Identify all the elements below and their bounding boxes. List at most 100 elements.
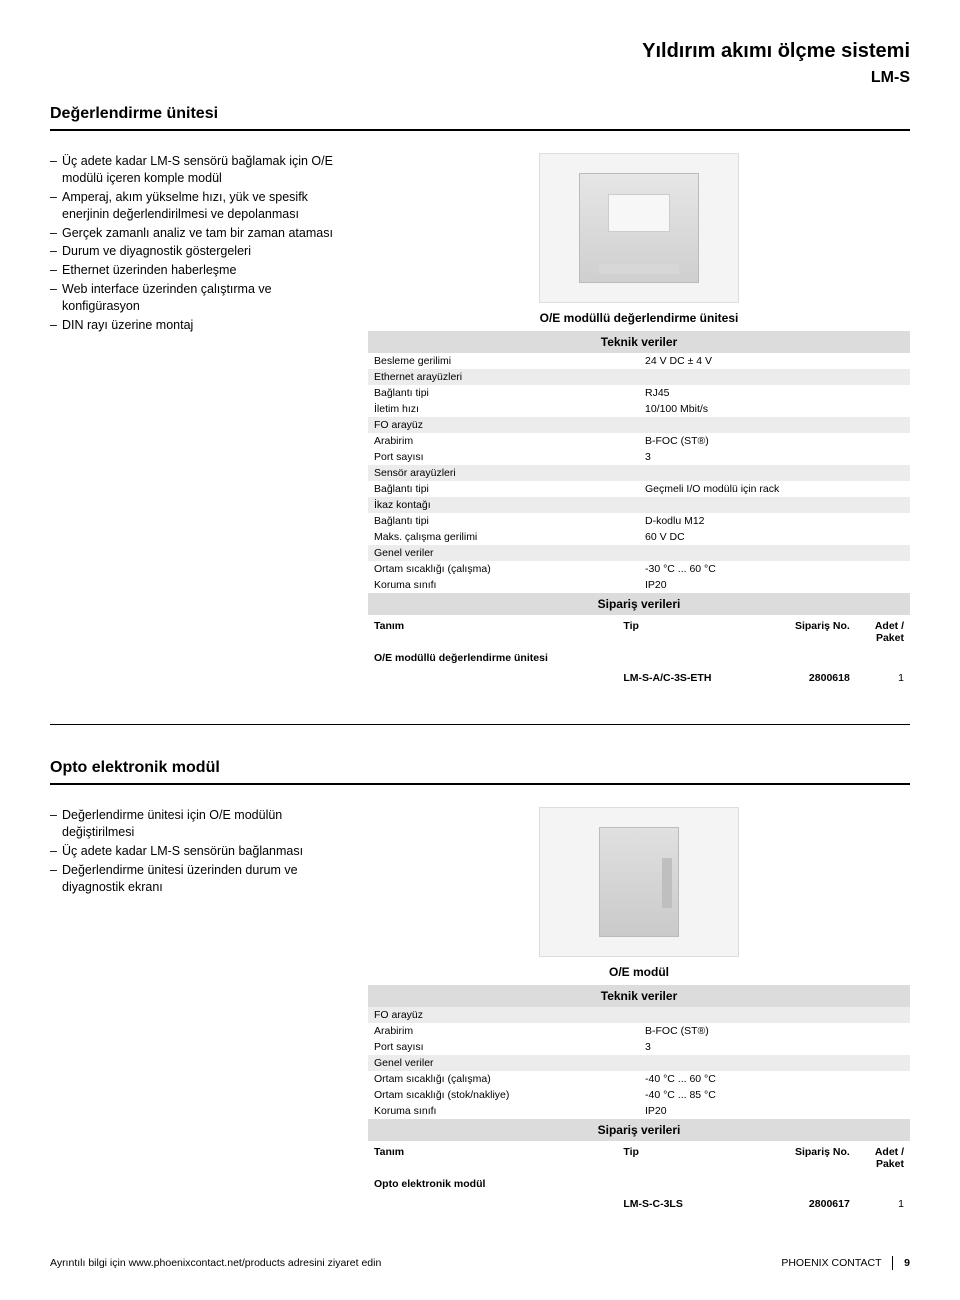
tech-row: Genel veriler (368, 545, 910, 561)
product-image (539, 807, 739, 957)
order-sip: 2800617 (780, 1194, 856, 1214)
bullet-item: Gerçek zamanlı analiz ve tam bir zaman a… (50, 225, 340, 242)
tech-value: Geçmeli I/O modülü için rack (639, 481, 910, 497)
tech-row: Bağlantı tipiRJ45 (368, 385, 910, 401)
tech-value: -40 °C ... 60 °C (639, 1071, 910, 1087)
section1-title: Değerlendirme ünitesi (50, 105, 910, 123)
tech-label: Arabirim (368, 433, 639, 449)
footer-sep (892, 1256, 893, 1270)
tech-label: Bağlantı tipi (368, 481, 639, 497)
col-tanim: Tanım (368, 1141, 617, 1174)
tech-label: Ortam sıcaklığı (çalışma) (368, 561, 639, 577)
divider (50, 724, 910, 725)
order-tip: LM-S-C-3LS (617, 1194, 780, 1214)
tech-row: ArabirimB-FOC (ST®) (368, 1023, 910, 1039)
order-header: Sipariş verileri (368, 1119, 910, 1141)
tech-value: 60 V DC (639, 529, 910, 545)
order-head-row: Tanım Tip Sipariş No. Adet / Paket (368, 615, 910, 648)
tech-section: Genel veriler (368, 1055, 910, 1071)
tech-value: B-FOC (ST®) (639, 433, 910, 449)
tech-label: Koruma sınıfı (368, 577, 639, 593)
tech-label: Bağlantı tipi (368, 513, 639, 529)
tech-label: Port sayısı (368, 1039, 639, 1055)
section2-title: Opto elektronik modül (50, 759, 910, 777)
tech-section: Sensör arayüzleri (368, 465, 910, 481)
tech-value: -40 °C ... 85 °C (639, 1087, 910, 1103)
bullet-item: Değerlendirme ünitesi üzerinden durum ve… (50, 862, 340, 896)
section1-caption: O/E modüllü değerlendirme ünitesi (368, 311, 910, 325)
tech-header: Teknik veriler (368, 331, 910, 353)
tech-label: Besleme gerilimi (368, 353, 639, 369)
order-tip: LM-S-A/C-3S-ETH (617, 668, 780, 688)
col-adet: Adet / Paket (856, 1141, 910, 1174)
order-desc-row: Opto elektronik modül (368, 1174, 910, 1194)
tech-row: Bağlantı tipiD-kodlu M12 (368, 513, 910, 529)
bullet-item: Üç adete kadar LM-S sensörün bağlanması (50, 843, 340, 860)
tech-row: ArabirimB-FOC (ST®) (368, 433, 910, 449)
order-data-row: LM-S-A/C-3S-ETH 2800618 1 (368, 668, 910, 688)
col-siparis: Sipariş No. (780, 615, 856, 648)
tech-value: B-FOC (ST®) (639, 1023, 910, 1039)
bullet-item: Değerlendirme ünitesi için O/E modülün d… (50, 807, 340, 841)
tech-value: IP20 (639, 1103, 910, 1119)
tech-section: FO arayüz (368, 417, 910, 433)
order-adet: 1 (856, 668, 910, 688)
col-siparis: Sipariş No. (780, 1141, 856, 1174)
divider (50, 783, 910, 785)
tech-row: FO arayüz (368, 417, 910, 433)
tech-row: Ortam sıcaklığı (çalışma)-40 °C ... 60 °… (368, 1071, 910, 1087)
tech-section: Ethernet arayüzleri (368, 369, 910, 385)
col-adet: Adet / Paket (856, 615, 910, 648)
doc-title: Yıldırım akımı ölçme sistemi (50, 40, 910, 63)
tech-row: Ethernet arayüzleri (368, 369, 910, 385)
tech-label: Port sayısı (368, 449, 639, 465)
footer-page: 9 (904, 1257, 910, 1269)
order-data-row: LM-S-C-3LS 2800617 1 (368, 1194, 910, 1214)
tech-label: Arabirim (368, 1023, 639, 1039)
tech-row: Koruma sınıfıIP20 (368, 577, 910, 593)
footer-link: Ayrıntılı bilgi için www.phoenixcontact.… (50, 1257, 381, 1269)
tech-value: -30 °C ... 60 °C (639, 561, 910, 577)
order-head-row: Tanım Tip Sipariş No. Adet / Paket (368, 1141, 910, 1174)
order-desc: Opto elektronik modül (368, 1174, 617, 1194)
section2-caption: O/E modül (368, 965, 910, 979)
col-tip: Tip (617, 1141, 780, 1174)
order-desc-row: O/E modüllü değerlendirme ünitesi (368, 648, 910, 668)
tech-row: Bağlantı tipiGeçmeli I/O modülü için rac… (368, 481, 910, 497)
tech-label: Koruma sınıfı (368, 1103, 639, 1119)
tech-row: Genel veriler (368, 1055, 910, 1071)
tech-value: 3 (639, 449, 910, 465)
tech-label: Maks. çalışma gerilimi (368, 529, 639, 545)
bullet-item: Amperaj, akım yükselme hızı, yük ve spes… (50, 189, 340, 223)
tech-value: D-kodlu M12 (639, 513, 910, 529)
product-image (539, 153, 739, 303)
doc-subtitle: LM-S (50, 69, 910, 87)
tech-label: Ortam sıcaklığı (stok/nakliye) (368, 1087, 639, 1103)
tech-value: 3 (639, 1039, 910, 1055)
tech-section: Genel veriler (368, 545, 910, 561)
tech-label: Bağlantı tipi (368, 385, 639, 401)
bullet-item: Üç adete kadar LM-S sensörü bağlamak içi… (50, 153, 340, 187)
divider (50, 129, 910, 131)
order-adet: 1 (856, 1194, 910, 1214)
tech-row: Port sayısı3 (368, 449, 910, 465)
tech-row: İletim hızı10/100 Mbit/s (368, 401, 910, 417)
tech-table: Besleme gerilimi24 V DC ± 4 VEthernet ar… (368, 353, 910, 593)
bullet-item: Web interface üzerinden çalıştırma ve ko… (50, 281, 340, 315)
section1-bullets: Üç adete kadar LM-S sensörü bağlamak içi… (50, 153, 340, 334)
tech-row: İkaz kontağı (368, 497, 910, 513)
tech-value: 10/100 Mbit/s (639, 401, 910, 417)
tech-row: Sensör arayüzleri (368, 465, 910, 481)
col-tanim: Tanım (368, 615, 617, 648)
tech-label: Ortam sıcaklığı (çalışma) (368, 1071, 639, 1087)
tech-row: Port sayısı3 (368, 1039, 910, 1055)
footer-brand: PHOENIX CONTACT (781, 1257, 881, 1269)
tech-label: İletim hızı (368, 401, 639, 417)
tech-value: 24 V DC ± 4 V (639, 353, 910, 369)
col-tip: Tip (617, 615, 780, 648)
order-desc: O/E modüllü değerlendirme ünitesi (368, 648, 617, 668)
tech-header: Teknik veriler (368, 985, 910, 1007)
tech-row: Maks. çalışma gerilimi60 V DC (368, 529, 910, 545)
order-sip: 2800618 (780, 668, 856, 688)
section2-bullets: Değerlendirme ünitesi için O/E modülün d… (50, 807, 340, 895)
